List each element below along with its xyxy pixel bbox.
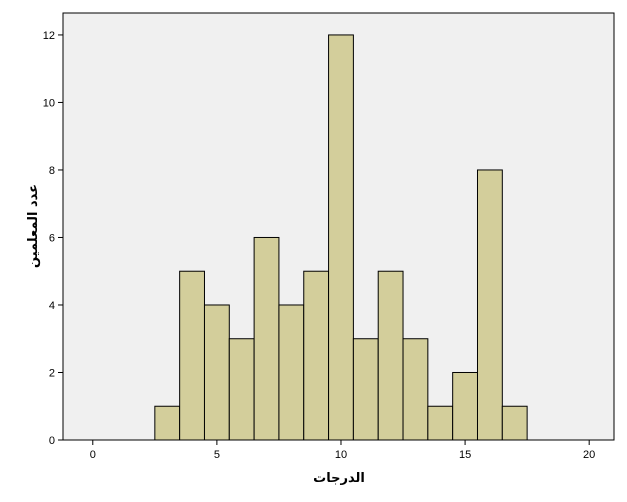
histogram-bar (228, 338, 255, 441)
histogram-bar (303, 270, 330, 441)
histogram-bar (278, 304, 305, 441)
x-tick-label: 5 (214, 449, 220, 461)
histogram-bar (253, 236, 280, 441)
histogram-bar (476, 169, 503, 441)
y-tick-label: 4 (49, 300, 55, 312)
histogram-bar (427, 405, 454, 441)
histogram-bar (179, 270, 205, 441)
x-tick-label: 0 (90, 449, 96, 461)
histogram-bar (328, 34, 354, 441)
x-tick-label: 10 (335, 449, 347, 461)
histogram-bar (377, 270, 404, 441)
x-axis: 0 5 10 15 20 (90, 440, 595, 461)
y-tick-label: 0 (49, 435, 55, 447)
y-tick-label: 2 (49, 367, 55, 379)
histogram-bar (501, 405, 528, 441)
x-tick-label: 15 (459, 449, 471, 461)
y-axis-title: عدد المعلمين (26, 184, 41, 268)
y-axis: 0 2 4 6 8 10 12 (43, 30, 63, 447)
histogram-bar (402, 338, 429, 441)
y-tick-label: 12 (43, 30, 55, 42)
y-tick-label: 8 (49, 165, 55, 177)
histogram-bar (154, 405, 181, 441)
histogram-bar (352, 338, 379, 441)
y-tick-label: 6 (49, 232, 55, 244)
histogram-bar (203, 304, 230, 441)
y-tick-label: 10 (43, 97, 55, 109)
x-axis-title: الدرجات (313, 471, 365, 486)
histogram-bar (452, 371, 478, 441)
x-tick-label: 20 (583, 449, 595, 461)
